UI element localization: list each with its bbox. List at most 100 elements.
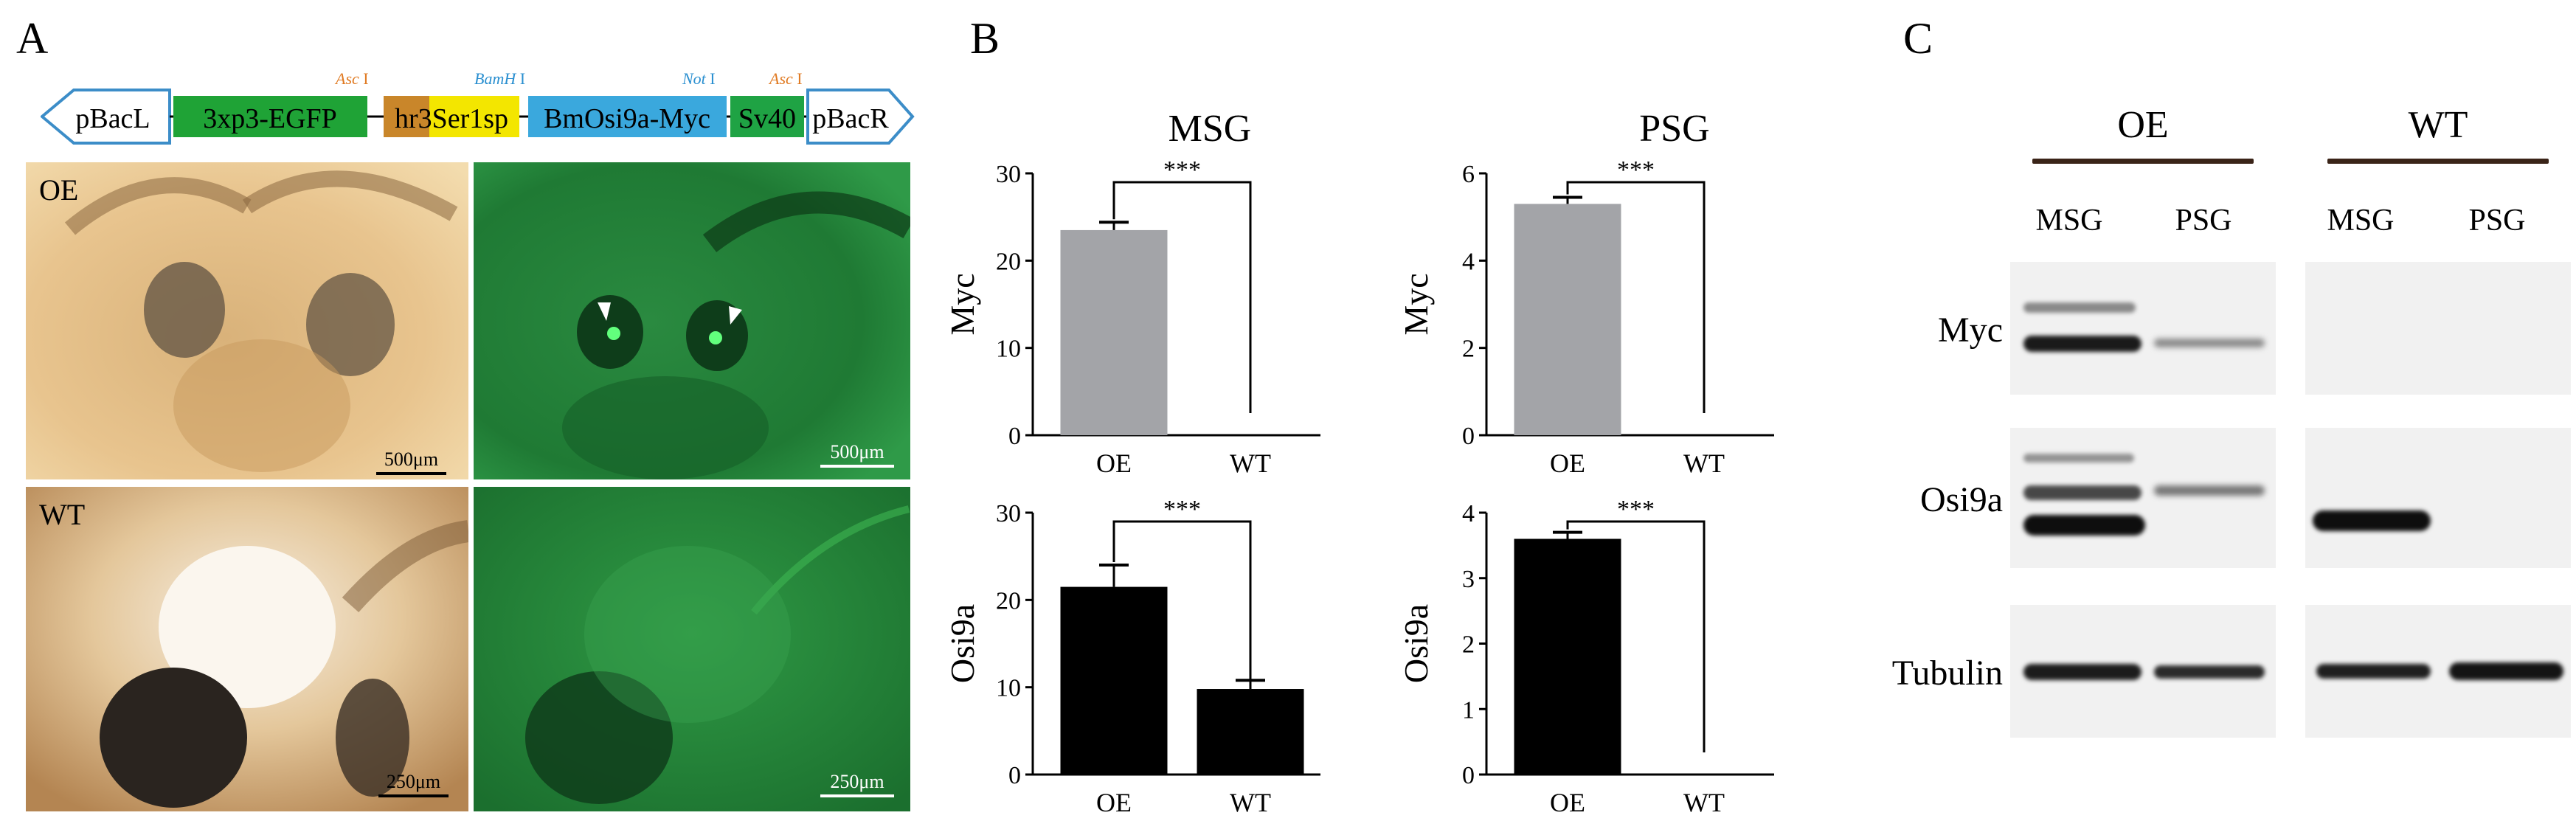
y-tick-label: 0 [1008, 423, 1021, 450]
y-tick-label: 2 [1462, 336, 1475, 363]
y-axis-label: Myc [952, 273, 981, 335]
site-asc-1: Asc I [334, 69, 369, 88]
scalebar-text: 500μm [830, 441, 884, 463]
scalebar-oe-bright: 500μm [376, 448, 446, 475]
y-tick-label: 2 [1462, 631, 1475, 659]
band [2023, 336, 2142, 352]
band [2023, 515, 2145, 536]
photo-oe-fluorescence: 500μm [474, 162, 910, 479]
y-tick-label: 6 [1462, 161, 1475, 188]
chart-title-msg: MSG [1168, 108, 1252, 150]
y-axis-label: Osi9a [1397, 604, 1435, 683]
scalebar-wt-bright: 250μm [378, 771, 449, 797]
significance-bracket [1112, 181, 1252, 413]
significance-label: *** [1163, 496, 1201, 523]
blot-oe-tubulin [2010, 605, 2276, 738]
col-label-wt-psg: PSG [2468, 204, 2526, 238]
band [2154, 665, 2265, 679]
y-tick-label: 20 [996, 587, 1021, 614]
scalebar-wt-fluo: 250μm [820, 771, 894, 797]
x-tick-label: WT [1683, 448, 1725, 476]
blot-wt-osi9a [2305, 428, 2571, 568]
col-label-oe-msg: MSG [2035, 204, 2103, 238]
photo-label-wt: WT [39, 498, 86, 531]
chart-title-psg: PSG [1639, 108, 1710, 150]
arrowhead-right [729, 306, 742, 325]
panel-label-c: C [1903, 14, 1933, 63]
segment-hr3-box [384, 96, 429, 137]
significance-label: *** [1617, 156, 1655, 184]
blot-oe-osi9a [2010, 428, 2276, 568]
x-tick-label: OE [1550, 788, 1585, 817]
scalebar-text: 250μm [386, 771, 441, 792]
x-tick-label: WT [1230, 788, 1271, 817]
y-tick-label: 3 [1462, 566, 1475, 593]
group-label-oe: OE [2117, 104, 2169, 146]
blot-oe-myc [2010, 262, 2276, 395]
significance-label: *** [1163, 156, 1201, 184]
band [2154, 339, 2265, 347]
row-label-osi9a: Osi9a [1920, 480, 2003, 519]
photo-oe-brightfield: OE 500μm [26, 162, 468, 479]
x-tick-label: WT [1230, 448, 1271, 476]
segment-pbacl: pBacL [75, 103, 150, 134]
photo-wt-fluorescence: 250μm [474, 487, 910, 811]
band [2316, 664, 2431, 679]
row-label-tubulin: Tubulin [1891, 654, 2003, 693]
band [2023, 302, 2136, 313]
group-line-oe [2032, 159, 2254, 164]
photo-label-oe: OE [39, 173, 79, 207]
gene-construct-diagram: pBacL 3xp3-EGFP hr3Ser1sp BmOsi9a-Myc Sv… [41, 69, 915, 145]
band [2449, 662, 2563, 680]
col-label-oe-psg: PSG [2175, 204, 2232, 238]
segment-sv40: Sv40 [738, 103, 796, 134]
pbacr-arrow [806, 89, 915, 145]
bar-oe [1514, 204, 1621, 435]
x-tick-label: OE [1096, 788, 1132, 817]
y-tick-label: 20 [996, 248, 1021, 275]
segment-pbacr: pBacR [812, 103, 889, 134]
blot-wt-myc [2305, 262, 2571, 395]
band [2154, 485, 2265, 496]
group-line-wt [2327, 159, 2549, 164]
site-not-1: Not I [682, 69, 716, 88]
bar-oe [1060, 229, 1168, 435]
chart-msg-myc: 0 10 20 30 Myc OE WT *** [952, 156, 1320, 476]
group-label-wt: WT [2408, 104, 2468, 146]
scalebar-oe-fluo: 500μm [820, 441, 894, 468]
photo-wt-brightfield: WT 250μm [26, 487, 468, 811]
y-tick-label: 4 [1462, 248, 1475, 275]
x-tick-label: OE [1096, 448, 1132, 476]
chart-psg-myc: 0 2 4 6 Myc OE WT *** [1405, 156, 1774, 476]
y-tick-label: 0 [1462, 762, 1475, 789]
site-asc-2: Asc I [768, 69, 803, 88]
site-bamh-1: BamH I [474, 69, 525, 88]
scalebar-text: 250μm [830, 771, 884, 792]
y-tick-label: 0 [1462, 423, 1475, 450]
panel-label-a: A [16, 14, 49, 63]
y-tick-label: 10 [996, 336, 1021, 363]
segment-hr3: hr3Ser1sp [395, 103, 508, 134]
y-tick-label: 4 [1462, 500, 1475, 527]
band [2023, 664, 2142, 680]
col-label-wt-msg: MSG [2327, 204, 2395, 238]
y-tick-label: 30 [996, 161, 1021, 188]
significance-bracket [1112, 520, 1252, 681]
panel-label-b: B [970, 14, 1000, 63]
band [2023, 454, 2134, 463]
significance-bracket [1566, 520, 1706, 752]
segment-egfp-box [173, 96, 367, 137]
y-tick-label: 0 [1008, 762, 1021, 789]
arrowhead-left [598, 302, 611, 321]
segment-osi: BmOsi9a-Myc [544, 103, 710, 134]
band [2313, 510, 2431, 531]
segment-osi-box [528, 96, 727, 137]
y-axis-label: Myc [1405, 273, 1435, 335]
bar-wt [1197, 689, 1304, 775]
y-tick-label: 30 [996, 500, 1021, 527]
x-tick-label: WT [1683, 788, 1725, 817]
band [2023, 485, 2142, 500]
y-tick-label: 10 [996, 675, 1021, 702]
x-tick-label: OE [1550, 448, 1585, 476]
scalebar-text: 500μm [384, 448, 439, 470]
